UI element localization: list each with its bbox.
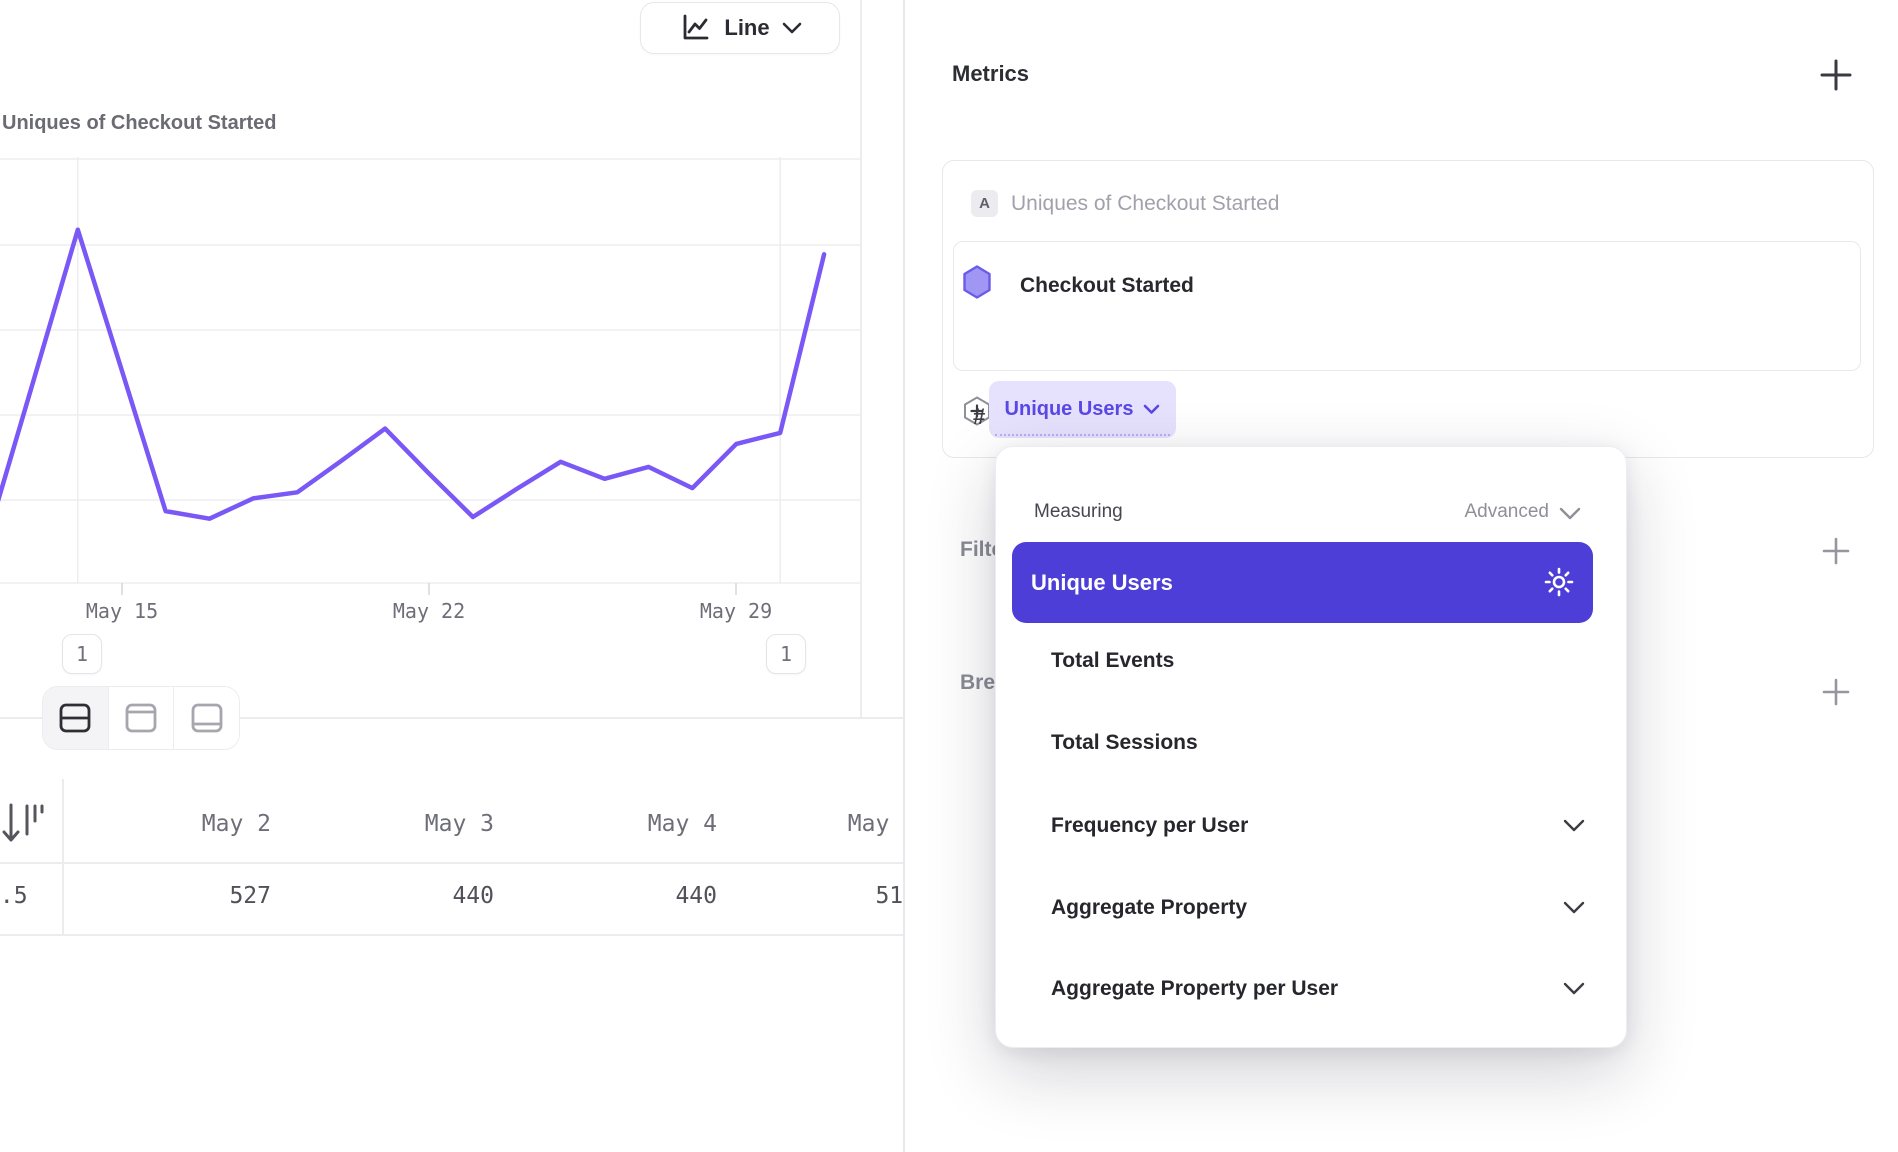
layout-toggle-group bbox=[42, 686, 240, 750]
measurement-chip-label: Unique Users bbox=[1004, 398, 1134, 420]
x-axis-label: May 22 bbox=[392, 599, 466, 623]
event-list: Checkout Started Add Event bbox=[953, 241, 1861, 426]
dropdown-item-label: Total Events bbox=[1051, 649, 1175, 672]
toggle-table-view-button[interactable] bbox=[174, 687, 239, 749]
toggle-split-view-button[interactable] bbox=[43, 687, 109, 749]
add-event-row[interactable]: Add Event bbox=[954, 312, 1860, 426]
chart-title: Uniques of Checkout Started bbox=[2, 112, 277, 134]
table-cell-partial: 0.5 bbox=[0, 883, 28, 909]
metrics-heading: Metrics bbox=[952, 61, 1030, 86]
add-breakdown-button[interactable] bbox=[1821, 677, 1851, 712]
sort-descending-button[interactable] bbox=[0, 799, 46, 853]
plus-icon bbox=[1820, 59, 1852, 91]
chevron-down-icon bbox=[782, 22, 802, 34]
dropdown-item-label: Total Sessions bbox=[1051, 731, 1198, 754]
count-symbol: # bbox=[973, 404, 986, 429]
table-column-header[interactable]: May 2 bbox=[201, 811, 271, 837]
dropdown-item-unique-users[interactable]: Unique Users bbox=[1012, 542, 1593, 623]
table-cell: 440 bbox=[452, 883, 494, 909]
chevron-down-icon bbox=[1563, 819, 1585, 832]
metric-label-badge: A bbox=[971, 190, 998, 217]
split-layout-icon bbox=[56, 702, 94, 734]
data-table: May 2 May 3 May 4 May 5 527 440 440 516 … bbox=[0, 779, 903, 937]
table-row-divider bbox=[0, 934, 903, 936]
dropdown-item-aggregate-property-per-user[interactable]: Aggregate Property per User bbox=[1012, 953, 1593, 1025]
chart-gridlines bbox=[0, 157, 861, 584]
metric-title: Uniques of Checkout Started bbox=[1011, 192, 1280, 215]
toggle-chart-view-button[interactable] bbox=[108, 687, 175, 749]
chevron-down-icon[interactable] bbox=[1559, 507, 1581, 520]
plus-icon bbox=[1822, 537, 1850, 565]
chevron-down-icon bbox=[1563, 982, 1585, 995]
chevron-down-icon bbox=[1143, 404, 1160, 415]
metric-card: A Uniques of Checkout Started Checkout S… bbox=[942, 160, 1874, 458]
event-row[interactable]: Checkout Started bbox=[954, 250, 1860, 312]
add-metric-button[interactable] bbox=[1818, 57, 1854, 98]
chart-type-button[interactable]: Line bbox=[640, 2, 840, 54]
table-column-header[interactable]: May 4 bbox=[647, 811, 717, 837]
add-filter-button[interactable] bbox=[1821, 536, 1851, 571]
line-chart[interactable] bbox=[0, 140, 903, 620]
dropdown-item-label: Frequency per User bbox=[1051, 814, 1249, 837]
dropdown-item-label: Aggregate Property bbox=[1051, 896, 1248, 919]
table-layout-icon bbox=[188, 702, 226, 734]
chart-frame-right-border bbox=[860, 0, 862, 718]
table-cell: 440 bbox=[675, 883, 717, 909]
plus-icon bbox=[1822, 678, 1850, 706]
annotation-badge[interactable]: 1 bbox=[62, 634, 102, 674]
panel-divider bbox=[903, 0, 905, 1152]
table-cell: 516 bbox=[875, 883, 903, 909]
annotation-badge[interactable]: 1 bbox=[766, 634, 806, 674]
event-name: Checkout Started bbox=[1020, 274, 1194, 297]
dropdown-item-total-events[interactable]: Total Events bbox=[1012, 625, 1593, 697]
section-divider bbox=[0, 717, 903, 719]
dropdown-header-label: Measuring bbox=[1034, 501, 1123, 522]
table-column-divider bbox=[62, 779, 64, 935]
sort-descending-icon bbox=[2, 803, 44, 842]
event-hexagon-icon bbox=[963, 265, 991, 299]
dropdown-item-label: Unique Users bbox=[1031, 569, 1173, 595]
settings-gear-icon[interactable] bbox=[1544, 567, 1574, 597]
dropdown-item-total-sessions[interactable]: Total Sessions bbox=[1012, 707, 1593, 779]
table-cell: 527 bbox=[229, 883, 271, 909]
chart-line bbox=[0, 227, 827, 521]
x-axis-ticks bbox=[121, 583, 737, 595]
chevron-down-icon bbox=[1563, 901, 1585, 914]
chart-type-label: Line bbox=[724, 15, 770, 40]
advanced-toggle[interactable]: Advanced bbox=[1464, 501, 1549, 522]
measuring-dropdown: Measuring Advanced Unique Users bbox=[995, 446, 1627, 1048]
dropdown-item-aggregate-property[interactable]: Aggregate Property bbox=[1012, 872, 1593, 944]
line-chart-icon bbox=[678, 11, 712, 45]
table-header-divider bbox=[0, 862, 903, 864]
table-column-header[interactable]: May 3 bbox=[424, 811, 494, 837]
chart-layout-icon bbox=[122, 702, 160, 734]
table-column-header[interactable]: May 5 bbox=[847, 811, 903, 837]
x-axis-label: May 15 bbox=[85, 599, 159, 623]
dropdown-item-label: Aggregate Property per User bbox=[1051, 977, 1339, 1000]
measurement-chip[interactable]: Unique Users bbox=[989, 381, 1176, 438]
dropdown-item-frequency-per-user[interactable]: Frequency per User bbox=[1012, 790, 1593, 862]
x-axis-label: May 29 bbox=[699, 599, 773, 623]
